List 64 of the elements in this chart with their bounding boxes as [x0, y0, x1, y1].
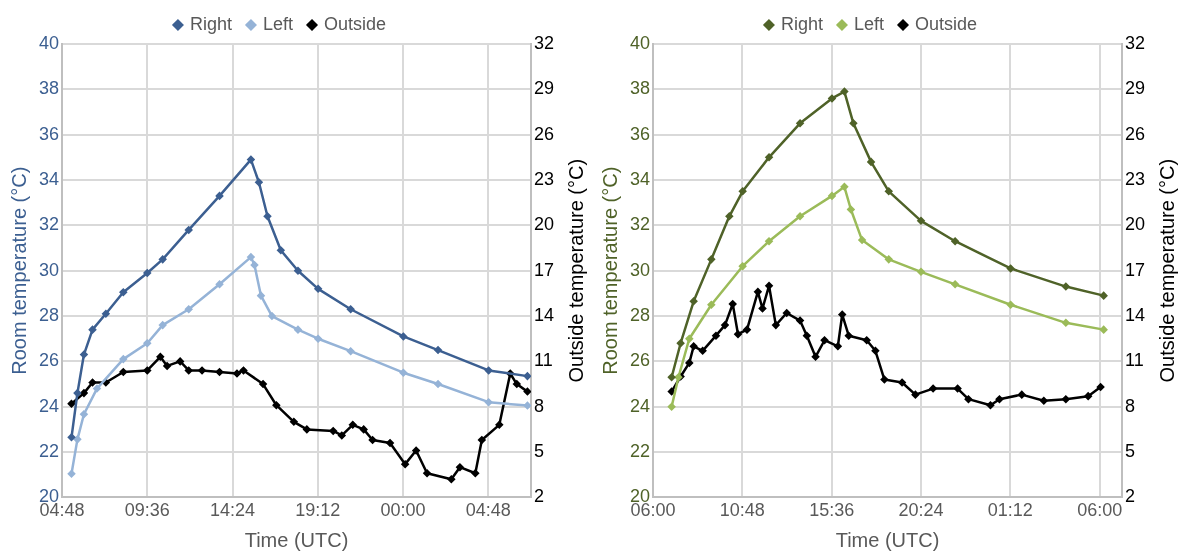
y2-tick-label: 20 — [1124, 214, 1146, 235]
y-tick-label: 24 — [629, 395, 651, 416]
y2-tick-label: 8 — [533, 395, 544, 416]
y2-tick-label: 17 — [533, 259, 555, 280]
y-tick-label: 40 — [38, 32, 60, 53]
y2-tick-label: 11 — [533, 350, 553, 371]
y-tick-label: 28 — [38, 305, 60, 326]
y-tick-label: 22 — [629, 441, 651, 462]
x-tick-label: 04:48 — [465, 500, 511, 521]
x-tick-label: 00:00 — [380, 500, 426, 521]
y2-tick-label: 5 — [533, 441, 544, 462]
x-axis-title: Time (UTC) — [244, 528, 349, 551]
x-tick-label: 14:24 — [210, 500, 256, 521]
y-tick-label: 34 — [38, 168, 60, 189]
y2-tick-label: 11 — [1124, 350, 1144, 371]
legend-label: Outside — [915, 13, 978, 34]
legend-label: Outside — [324, 13, 387, 34]
y-axis-title: Room temperature (°C) — [598, 166, 621, 375]
y-tick-label: 22 — [38, 441, 60, 462]
y2-tick-label: 17 — [1124, 259, 1146, 280]
y2-tick-label: 5 — [1124, 441, 1135, 462]
y2-tick-label: 32 — [1124, 32, 1146, 53]
legend-label: Right — [189, 13, 232, 34]
y2-tick-label: 26 — [533, 123, 555, 144]
y2-axis-title: Outside temperature (°C) — [564, 158, 587, 383]
y-tick-label: 36 — [629, 123, 651, 144]
y2-tick-label: 23 — [533, 168, 555, 189]
legend-label: Left — [262, 13, 294, 34]
x-tick-label: 09:36 — [124, 500, 170, 521]
x-tick-label: 15:36 — [809, 500, 855, 521]
y-tick-label: 38 — [629, 78, 651, 99]
y-tick-label: 30 — [38, 259, 60, 280]
y2-tick-label: 2 — [1124, 486, 1135, 507]
y-tick-label: 32 — [629, 214, 651, 235]
y2-tick-label: 29 — [533, 78, 555, 99]
x-tick-label: 06:00 — [1077, 500, 1123, 521]
y2-tick-label: 23 — [1124, 168, 1146, 189]
legend-label: Right — [780, 13, 823, 34]
x-axis-title: Time (UTC) — [835, 528, 940, 551]
x-tick-label: 10:48 — [719, 500, 765, 521]
y2-tick-label: 29 — [1124, 78, 1146, 99]
y2-tick-label: 20 — [533, 214, 555, 235]
legend-label: Left — [853, 13, 885, 34]
y-axis-title: Room temperature (°C) — [7, 166, 30, 375]
y2-tick-label: 2 — [533, 486, 544, 507]
y-tick-label: 26 — [38, 350, 60, 371]
y-tick-label: 38 — [38, 78, 60, 99]
y-tick-label: 24 — [38, 395, 60, 416]
x-tick-label: 20:24 — [898, 500, 944, 521]
y-tick-label: 36 — [38, 123, 60, 144]
y-tick-label: 28 — [629, 305, 651, 326]
x-tick-label: 01:12 — [987, 500, 1033, 521]
y2-tick-label: 8 — [1124, 395, 1135, 416]
x-tick-label: 19:12 — [295, 500, 341, 521]
y2-tick-label: 14 — [533, 305, 555, 326]
y-tick-label: 30 — [629, 259, 651, 280]
y2-tick-label: 26 — [1124, 123, 1146, 144]
y2-tick-label: 14 — [1124, 305, 1146, 326]
y-tick-label: 40 — [629, 32, 651, 53]
y2-tick-label: 32 — [533, 32, 555, 53]
y-tick-label: 34 — [629, 168, 651, 189]
y-tick-label: 32 — [38, 214, 60, 235]
y2-axis-title: Outside temperature (°C) — [1155, 158, 1178, 383]
y-tick-label: 26 — [629, 350, 651, 371]
